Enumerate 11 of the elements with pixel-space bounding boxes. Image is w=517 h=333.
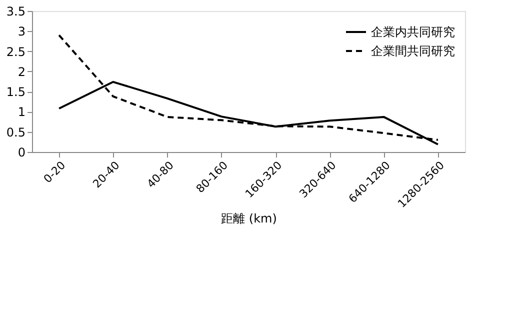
legend-label: 企業間共同研究: [371, 44, 455, 58]
y-tick-label: 1: [18, 105, 26, 120]
legend-label: 企業内共同研究: [371, 25, 455, 39]
y-tick-label: 0: [18, 146, 26, 160]
y-tick-label: 2.5: [6, 44, 26, 59]
y-tick-label: 0.5: [6, 125, 26, 140]
y-tick-label: 3.5: [6, 4, 26, 18]
y-tick-label: 2: [18, 64, 26, 79]
y-tick-label: 1.5: [6, 85, 26, 100]
x-axis-title: 距離 (km): [221, 212, 277, 226]
y-tick-label: 3: [18, 24, 26, 39]
